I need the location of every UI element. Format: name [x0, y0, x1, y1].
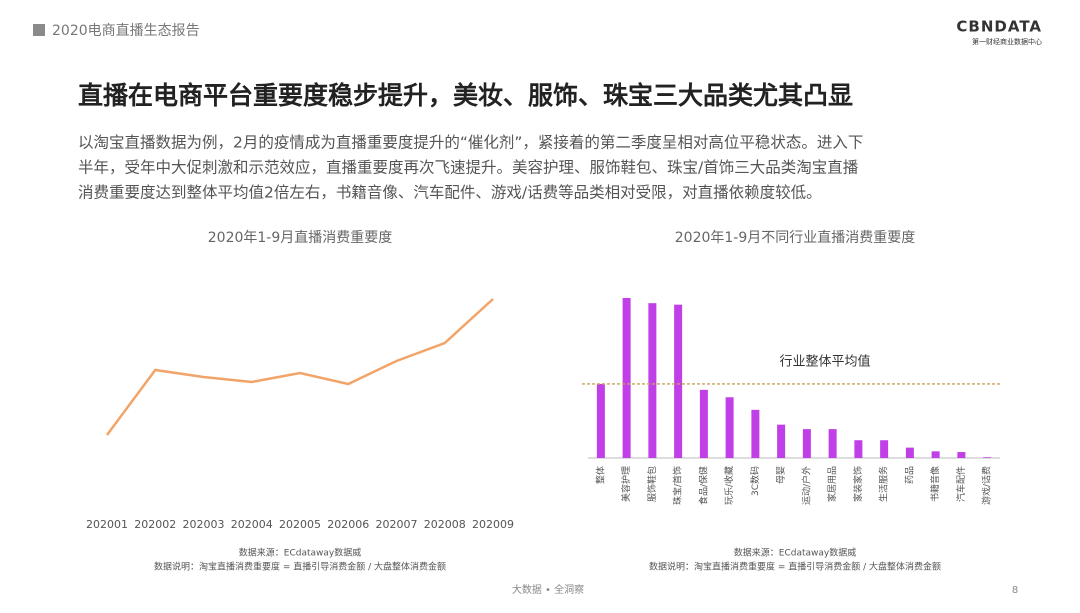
bar [777, 424, 786, 458]
x-tick-label: 汽车配件 [955, 466, 967, 502]
bar [828, 429, 837, 458]
reference-label: 行业整体平均值 [779, 354, 870, 370]
paragraph-line: 半年，受年中大促刺激和示范效应，直播重要度再次飞速提升。美容护理、服饰鞋包、珠宝… [78, 158, 859, 177]
x-tick-label: 202003 [183, 518, 225, 531]
x-tick-label: 食品/保健 [697, 466, 709, 505]
logo-sub: 第一财经商业数据中心 [972, 37, 1042, 46]
bar [622, 298, 631, 458]
x-tick-label: 202001 [86, 518, 128, 531]
chart-title: 2020年1-9月不同行业直播消费重要度 [675, 229, 916, 246]
bar [648, 303, 657, 458]
bar [931, 451, 940, 458]
report-name: 2020电商直播生态报告 [52, 22, 200, 39]
page-number: 8 [1012, 585, 1018, 596]
x-tick-label: 202002 [134, 518, 176, 531]
header-marker [33, 24, 45, 36]
x-tick-label: 家居用品 [826, 466, 838, 502]
x-tick-label: 202008 [424, 518, 466, 531]
x-tick-label: 生活服务 [878, 466, 890, 502]
line [105, 298, 494, 436]
note: 数据说明：淘宝直播消费重要度 = 直播引导消费金额 / 大盘整体消费金额 [154, 561, 446, 573]
x-tick-label: 服饰鞋包 [646, 466, 658, 502]
source: 数据来源：ECdataway数据威 [239, 547, 361, 559]
bar [905, 447, 914, 458]
paragraph-line: 消费重要度达到整体平均值2倍左右，书籍音像、汽车配件、游戏/话费等品类相对受限，… [78, 184, 822, 202]
bar [880, 440, 889, 458]
x-tick-label: 玩乐/收藏 [723, 466, 735, 505]
bar [725, 397, 734, 458]
slide-title: 直播在电商平台重要度稳步提升，美妆、服饰、珠宝三大品类尤其凸显 [78, 81, 853, 110]
logo: CBNDATA [956, 18, 1042, 36]
note: 数据说明：淘宝直播消费重要度 = 直播引导消费金额 / 大盘整体消费金额 [649, 561, 941, 573]
bar [802, 429, 811, 458]
bar [957, 452, 966, 458]
x-tick-label: 202006 [327, 518, 369, 531]
x-tick-label: 202009 [472, 518, 514, 531]
x-tick-label: 202005 [279, 518, 321, 531]
bar [699, 389, 708, 458]
x-tick-label: 书籍音像 [929, 466, 941, 502]
x-tick-label: 运动/户外 [800, 466, 812, 505]
bar [854, 440, 863, 458]
x-tick-label: 家装家饰 [852, 466, 864, 502]
x-tick-label: 202004 [231, 518, 273, 531]
x-tick-label: 202007 [376, 518, 418, 531]
x-tick-label: 美容护理 [620, 466, 632, 502]
x-tick-label: 母婴 [776, 466, 787, 484]
x-tick-label: 珠宝/首饰 [672, 466, 684, 505]
x-tick-label: 游戏/话费 [981, 466, 993, 505]
bar [751, 409, 760, 458]
footer: 大数据 • 全洞察 [512, 583, 584, 596]
chart-title: 2020年1-9月直播消费重要度 [208, 229, 393, 246]
paragraph-line: 以淘宝直播数据为例，2月的疫情成为直播重要度提升的“催化剂”，紧接着的第二季度呈… [78, 134, 863, 152]
x-tick-label: 药品 [904, 466, 915, 484]
source: 数据来源：ECdataway数据威 [734, 547, 856, 559]
bar [674, 304, 683, 458]
bar [983, 457, 992, 458]
x-tick-label: 3C数码 [749, 466, 761, 496]
x-tick-label: 整体 [594, 466, 606, 484]
bar [596, 383, 605, 458]
